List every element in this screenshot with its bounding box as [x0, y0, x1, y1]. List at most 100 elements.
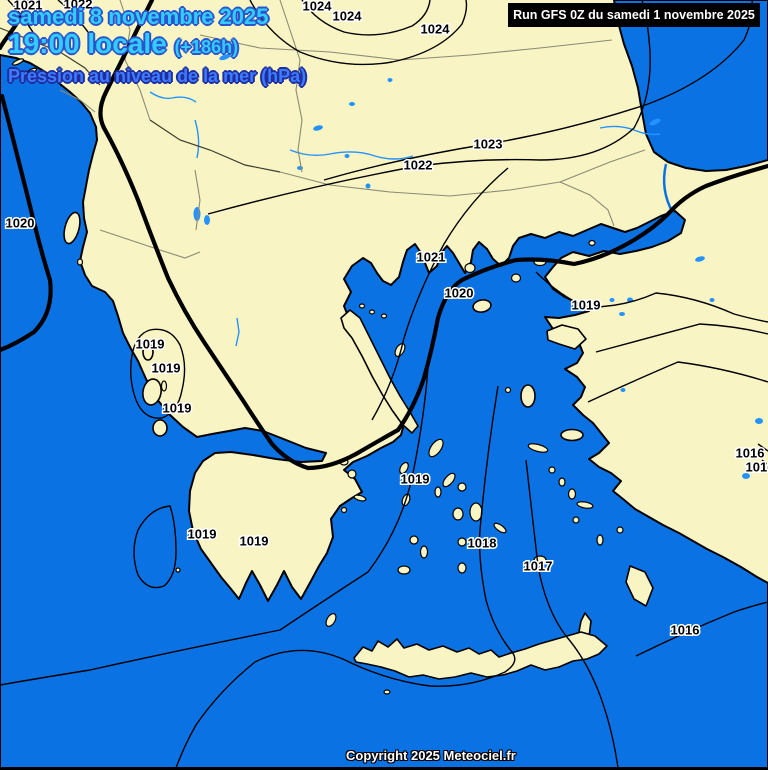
spetses-island — [340, 506, 348, 514]
isobar-label: 1016 — [736, 446, 765, 461]
river — [599, 125, 661, 136]
lake — [709, 298, 715, 302]
isobar-1016-stub-b — [761, 459, 768, 466]
isobar-label: 1016 — [671, 623, 700, 638]
ios-island — [457, 537, 467, 547]
river — [289, 149, 414, 160]
leros-island — [558, 477, 566, 487]
paros-island — [452, 507, 464, 521]
isobar-label: 1019 — [163, 401, 192, 416]
island — [358, 303, 366, 309]
island — [26, 67, 38, 75]
lake — [349, 102, 355, 106]
mediterranean-aegean-sea — [0, 54, 768, 768]
isobar-1017-south — [525, 459, 619, 768]
isobar-1022 — [207, 0, 651, 215]
country-border — [279, 0, 303, 173]
mykonos-island — [457, 482, 467, 492]
isobar-label: 1019 — [240, 534, 269, 549]
rivers-layer — [149, 91, 661, 347]
run-info-text: Run GFS 0Z du samedi 1 novembre 2025 — [513, 8, 755, 22]
lake — [387, 78, 393, 82]
hydra-island — [353, 494, 367, 502]
isobar-label: 1024 — [333, 9, 363, 24]
country-border — [0, 27, 101, 86]
serifos-island — [409, 535, 419, 545]
isobar-1016-stub-a — [757, 443, 768, 452]
lake — [742, 473, 750, 479]
isobar-1024-inner — [301, 0, 431, 36]
lesbos-island — [546, 324, 587, 350]
lake — [609, 298, 615, 302]
isobar-1024-outer — [249, 0, 468, 66]
river — [235, 317, 240, 347]
corfu-island — [63, 211, 81, 245]
chios-island — [520, 384, 536, 408]
patmos-island — [548, 466, 556, 474]
samothrace-island — [510, 273, 522, 283]
isobar-label: 1021 — [14, 0, 43, 13]
isobar-1018-west — [175, 385, 516, 768]
isobar-label: 1018 — [468, 536, 497, 551]
kalymnos-island — [567, 488, 577, 500]
nisyros-island — [572, 516, 580, 524]
kos-island — [576, 501, 594, 509]
lake — [297, 166, 303, 170]
lake — [695, 256, 705, 262]
isobar-labels-layer: 1021 1022 10241024102410231022102010211020… — [4, 0, 768, 639]
isobar-1018-anatolia — [595, 323, 768, 353]
isobar-1019-ionian-loop — [129, 328, 186, 419]
isobar-label: 1019 — [152, 361, 181, 376]
isobar-label: 1021 — [417, 250, 446, 265]
euboea-island — [340, 309, 419, 434]
kythira-island — [325, 613, 337, 627]
isobar-label: 1023 — [474, 137, 503, 152]
isobar-1019-east — [535, 271, 768, 323]
forecast-time: 19:00 locale (+186h) — [8, 28, 238, 60]
tinos-island — [442, 472, 456, 488]
psara-island — [504, 386, 512, 394]
island — [11, 58, 25, 66]
isobar-1022-nw — [57, 0, 103, 53]
country-border — [99, 229, 201, 259]
isobar-label: 1022 — [64, 0, 93, 12]
copyright-text: Copyright 2025 Meteociel.fr — [346, 748, 516, 763]
syros-island — [434, 486, 442, 498]
crete-island — [353, 631, 608, 680]
country-border — [559, 181, 615, 227]
isobar-1020-west — [0, 93, 53, 353]
lakes-layer — [193, 53, 763, 479]
isobar-label: 1019 — [188, 527, 217, 542]
limnos-island — [472, 299, 492, 313]
lefkada-island — [142, 343, 154, 361]
ithaca-island — [160, 380, 168, 392]
kea-island — [399, 461, 409, 475]
country-border — [59, 89, 96, 113]
lake — [619, 312, 625, 316]
sifnos-island — [419, 545, 429, 559]
isobar-label: 1024 — [303, 0, 333, 14]
country-border — [119, 0, 151, 121]
isobar-label: 1022 — [404, 158, 433, 173]
thasos-island — [464, 262, 476, 274]
river — [149, 91, 197, 103]
lake — [344, 154, 350, 158]
country-border — [194, 169, 201, 231]
island — [368, 309, 376, 315]
lake — [755, 418, 763, 424]
country-border — [279, 171, 561, 197]
tilos-island — [596, 534, 604, 546]
parameter-title: Pression au niveau de la mer (hPa) — [8, 66, 307, 86]
isobar-1023 — [323, 0, 754, 181]
amorgos-island — [493, 522, 507, 534]
isobar-1021-nw — [7, 0, 41, 45]
isobar-label: 1024 — [421, 22, 451, 37]
isobar-1020-corner — [0, 0, 33, 51]
island — [76, 258, 84, 266]
marmara-island — [588, 239, 596, 247]
isobar-label: 1016 — [746, 460, 768, 475]
isobar-1021-aegean — [371, 167, 509, 421]
